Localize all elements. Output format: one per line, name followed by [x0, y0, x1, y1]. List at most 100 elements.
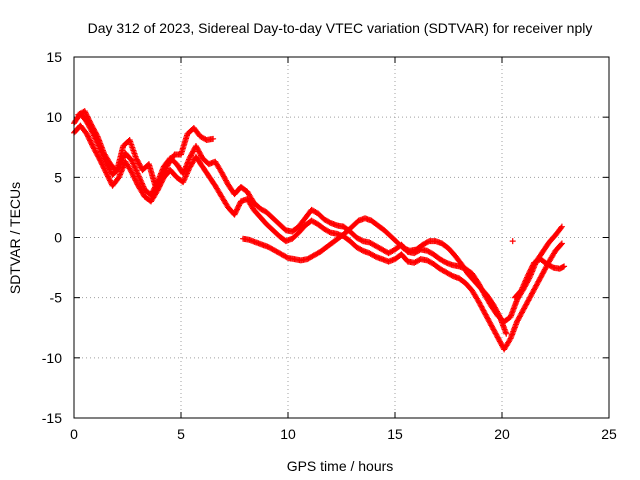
data-point — [98, 160, 105, 167]
data-point — [233, 207, 240, 214]
data-point — [88, 140, 95, 147]
data-point — [131, 174, 138, 181]
data-point — [84, 132, 91, 139]
data-point — [133, 178, 140, 185]
data-point — [103, 170, 110, 177]
data-point — [506, 336, 513, 343]
y-axis-label: SDTVAR / TECUs — [7, 182, 23, 294]
data-point — [93, 132, 100, 139]
data-point — [84, 113, 91, 120]
data-point — [130, 172, 137, 179]
x-tick-label: 10 — [280, 426, 296, 442]
data-point — [525, 271, 532, 278]
x-tick-label: 15 — [387, 426, 403, 442]
series-track-c — [240, 215, 510, 337]
data-point — [509, 238, 516, 245]
data-point — [559, 263, 566, 270]
data-point — [105, 173, 112, 180]
data-point — [89, 142, 96, 149]
data-point — [527, 266, 534, 273]
data-point — [81, 108, 88, 115]
data-point — [128, 169, 135, 176]
data-point — [558, 241, 565, 248]
data-point — [100, 164, 107, 171]
data-point — [525, 270, 532, 277]
x-axis-label: GPS time / hours — [287, 458, 394, 474]
data-point — [82, 109, 89, 116]
data-point — [234, 205, 241, 212]
data-point — [103, 169, 110, 176]
plot-frame — [73, 56, 610, 419]
data-point — [524, 273, 531, 280]
series-track-e — [511, 256, 568, 301]
data-point — [133, 180, 140, 187]
data-point — [231, 211, 238, 218]
data-point — [561, 263, 568, 270]
data-point — [558, 240, 565, 247]
data-point — [95, 154, 102, 161]
series-track-a — [71, 110, 565, 325]
data-point — [155, 186, 162, 193]
y-tick-label: 15 — [46, 49, 62, 65]
series-track-d — [75, 108, 217, 189]
data-point — [82, 110, 89, 117]
data-point — [85, 133, 92, 140]
y-tick-label: -5 — [50, 290, 63, 306]
data-point — [154, 187, 161, 194]
data-point — [155, 184, 162, 191]
data-point — [88, 141, 95, 148]
data-point — [234, 206, 241, 213]
data-point — [526, 269, 533, 276]
data-point — [97, 158, 104, 165]
data-point — [102, 168, 109, 175]
data-point — [97, 157, 104, 164]
data-point — [86, 136, 93, 143]
data-point — [558, 224, 565, 231]
data-point — [83, 131, 90, 138]
data-point — [85, 134, 92, 141]
data-point — [106, 176, 113, 183]
data-point — [529, 263, 536, 270]
data-point — [99, 162, 106, 169]
data-point — [83, 112, 90, 119]
y-tick-label: -15 — [42, 410, 62, 426]
x-tick-label: 0 — [70, 426, 78, 442]
data-point — [101, 165, 108, 172]
y-tick-label: 0 — [54, 230, 62, 246]
data-point — [235, 203, 242, 210]
data-point — [528, 265, 535, 272]
data-point — [503, 330, 510, 337]
data-point — [101, 166, 108, 173]
data-point — [236, 201, 243, 208]
data-point — [106, 177, 113, 184]
data-point — [130, 173, 137, 180]
data-point — [87, 137, 94, 144]
chart-title: Day 312 of 2023, Sidereal Day-to-day VTE… — [88, 20, 593, 36]
x-tick-label: 25 — [601, 426, 617, 442]
data-points — [71, 108, 568, 353]
data-point — [527, 267, 534, 274]
data-point — [87, 120, 94, 127]
data-point — [496, 312, 503, 319]
data-point — [96, 156, 103, 163]
data-point — [232, 208, 239, 215]
data-point — [86, 117, 93, 124]
series-outlier — [509, 238, 516, 245]
data-point — [232, 210, 239, 217]
data-point — [132, 177, 139, 184]
data-point — [529, 262, 536, 269]
data-point — [131, 176, 138, 183]
y-tick-label: 10 — [46, 109, 62, 125]
data-point — [104, 172, 111, 179]
data-point — [99, 161, 106, 168]
data-point — [87, 138, 94, 145]
data-point — [235, 202, 242, 209]
data-point — [84, 114, 91, 121]
y-tick-label: -10 — [42, 350, 62, 366]
x-tick-label: 20 — [494, 426, 510, 442]
data-point — [85, 116, 92, 123]
data-point — [105, 174, 112, 181]
data-point — [129, 170, 136, 177]
data-point — [210, 135, 217, 142]
